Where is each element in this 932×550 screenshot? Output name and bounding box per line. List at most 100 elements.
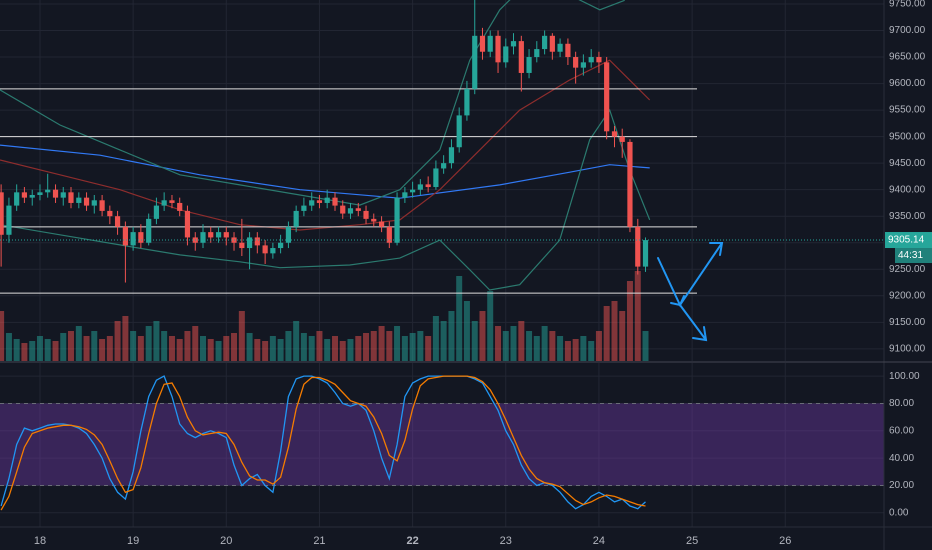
drawn-arrows	[657, 242, 724, 342]
volume-bar	[425, 336, 432, 361]
volume-bar	[572, 339, 579, 361]
volume-bar	[207, 339, 214, 361]
volume-bar	[409, 333, 416, 361]
volume-bar	[401, 336, 408, 361]
y-tick-label: 9750.00	[889, 0, 926, 10]
volume-bar	[642, 331, 649, 361]
volume-bar	[619, 311, 626, 361]
volume-bar	[130, 331, 137, 361]
last-price-box	[885, 232, 932, 249]
volume-bar	[184, 331, 191, 361]
y-tick-label: 9200.00	[889, 290, 926, 301]
candle-body	[37, 192, 43, 195]
candle-body	[45, 189, 51, 193]
x-tick-label: 25	[686, 535, 698, 547]
volume-bar	[36, 336, 43, 361]
candle-body	[184, 210, 191, 238]
volume-bar	[223, 336, 230, 361]
y-tick-label: 9350.00	[889, 211, 926, 222]
y-tick-label: 9550.00	[889, 105, 926, 116]
volume-bar	[161, 331, 168, 361]
volume-bar	[192, 326, 199, 361]
candle-body	[91, 200, 97, 206]
arrow-head	[670, 295, 685, 307]
candle-body	[425, 184, 431, 188]
candle-body	[619, 136, 625, 142]
volume-bar	[285, 331, 292, 361]
volume-bar	[114, 321, 121, 361]
volume-bar	[417, 331, 424, 361]
volume-bar	[595, 331, 602, 361]
volume-bar	[463, 301, 470, 361]
y-tick-label: 9100.00	[889, 343, 926, 354]
candle-body	[518, 41, 524, 73]
arrow-head	[709, 242, 724, 256]
candle-body	[177, 202, 183, 211]
volume-bar	[75, 326, 82, 361]
volume-bar	[370, 331, 377, 361]
candle-body	[534, 49, 540, 58]
volume-bar	[386, 331, 393, 361]
candle-body	[448, 147, 455, 164]
candle-body	[52, 189, 59, 198]
candle-body	[21, 192, 28, 198]
volume-bar	[588, 341, 595, 361]
x-tick-label: 23	[500, 535, 512, 547]
candle-body	[324, 197, 330, 203]
candle-body	[557, 43, 563, 52]
volume-bar	[502, 331, 509, 361]
volume-bar	[518, 321, 525, 361]
candle-body	[76, 197, 82, 203]
candle-body	[68, 192, 74, 203]
volume-bar	[394, 326, 401, 361]
volume-bar	[300, 333, 307, 361]
candle-body	[114, 216, 121, 227]
volume-bar	[564, 341, 571, 361]
candle-body	[215, 232, 222, 238]
candle-body	[254, 237, 260, 246]
volume-bar	[137, 336, 144, 361]
y-tick-label: 9150.00	[889, 317, 926, 328]
candle-body	[169, 200, 175, 203]
volume-bar	[21, 343, 28, 361]
candle-body	[122, 226, 128, 246]
candle-body	[627, 141, 633, 227]
candle-body	[340, 205, 346, 214]
candle-body	[472, 35, 478, 89]
volume-bar	[254, 339, 261, 361]
candle-body	[565, 43, 571, 58]
volume-bar	[308, 336, 315, 361]
x-tick-label: 26	[779, 535, 791, 547]
labels: 18 19 20 21 22 23 24 25 26 9100.00 9150.00 9200.00 9…	[34, 0, 932, 547]
volume-bar	[106, 336, 113, 361]
y-tick-label: 20.00	[889, 480, 914, 491]
candle-body	[99, 200, 105, 211]
candle-body	[293, 210, 299, 227]
candle-body	[510, 41, 517, 47]
candle-body	[270, 248, 276, 254]
volume-bar	[44, 339, 51, 361]
volume-bar	[355, 336, 362, 361]
candle-body	[246, 237, 253, 249]
candle-body	[138, 232, 144, 243]
y-tick-label: 9250.00	[889, 264, 926, 275]
countdown-label: 44:31	[898, 250, 923, 261]
volume-bar	[471, 321, 478, 361]
candle-body	[130, 232, 136, 246]
volume-bar	[293, 321, 300, 361]
volume-bar	[277, 339, 284, 361]
volume-bar	[316, 331, 323, 361]
candle-body	[355, 208, 361, 211]
volume-bar	[557, 336, 564, 361]
y-tick-label: 9600.00	[889, 78, 926, 89]
candle-body	[588, 57, 594, 63]
countdown-box	[895, 248, 932, 264]
volume-bar	[580, 336, 587, 361]
y-tick-label: 9700.00	[889, 25, 926, 36]
x-tick-label: 19	[127, 535, 139, 547]
candle-body	[332, 197, 338, 206]
candle-body	[378, 221, 385, 227]
y-tick-label: 9400.00	[889, 184, 926, 195]
indicator-line	[0, 108, 651, 291]
